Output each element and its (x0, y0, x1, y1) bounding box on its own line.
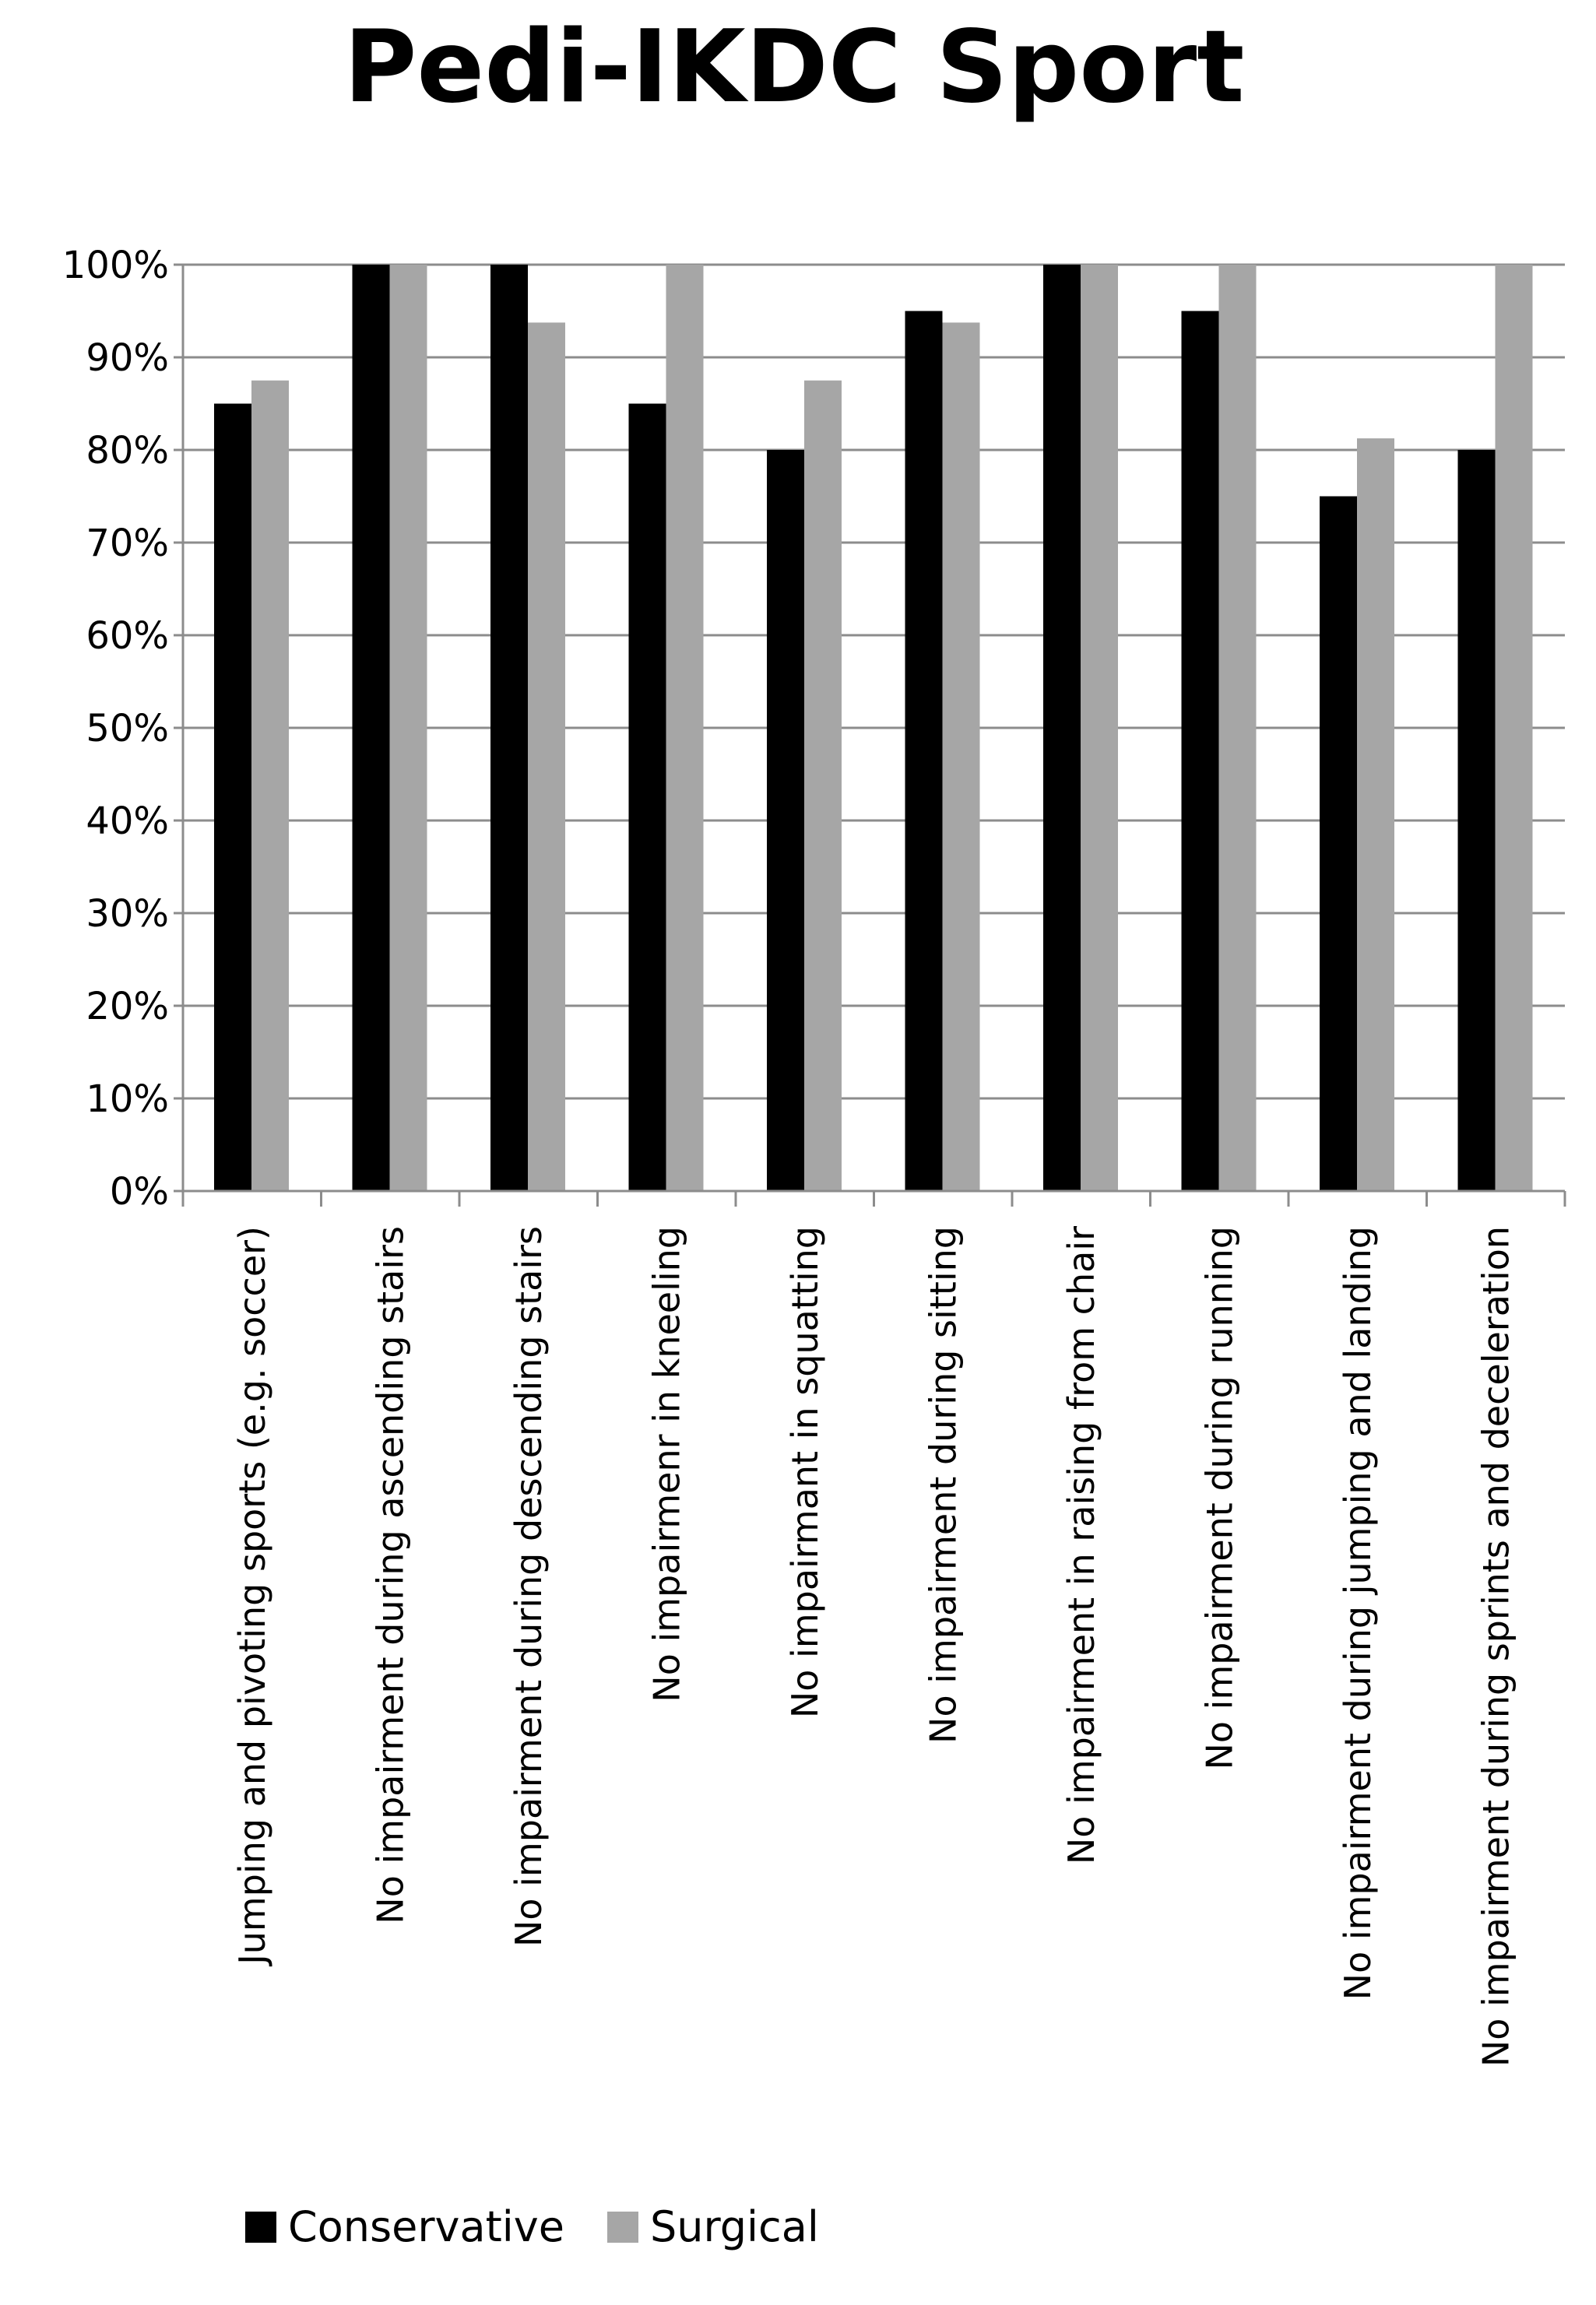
y-tick-label: 90% (86, 336, 169, 380)
y-tick-label: 20% (86, 985, 169, 1028)
bar-surgical (389, 265, 427, 1191)
axis-layer (174, 263, 1566, 1207)
x-category-label: No impairment during jumping and landing (1337, 1226, 1379, 2000)
bar-conservative (767, 450, 804, 1191)
bar-surgical (528, 322, 565, 1191)
bar-conservative (214, 403, 251, 1191)
y-tick-label: 10% (86, 1077, 169, 1121)
bar-conservative (1320, 496, 1357, 1191)
bar-conservative (1043, 265, 1081, 1191)
legend-swatch-conservative (245, 2212, 276, 2243)
y-tick-label: 100% (62, 244, 169, 287)
y-tick-label: 80% (86, 429, 169, 473)
chart-title: Pedi-IKDC Sport (344, 9, 1245, 125)
x-axis-category-labels: Jumping and pivoting sports (e.g. soccer… (231, 1226, 1517, 2067)
bar-surgical (1081, 265, 1118, 1191)
y-axis-ticks: 0% 10% 20% 30% 40% 50% 60% 70% 80% 90% 100% (62, 244, 169, 1214)
x-category-label: No impairment during sprints and deceler… (1475, 1226, 1517, 2067)
bar-surgical (804, 380, 842, 1191)
bar-surgical (942, 322, 980, 1191)
legend-label-surgical: Surgical (650, 2202, 819, 2251)
legend-label-conservative: Conservative (288, 2202, 564, 2251)
y-tick-label: 70% (86, 522, 169, 565)
x-category-label: No impairment during running (1198, 1226, 1240, 1770)
bar-conservative (352, 265, 390, 1191)
x-category-label: No impairment during ascending stairs (369, 1226, 411, 1924)
legend-swatch-surgical (607, 2212, 638, 2243)
bar-surgical (1357, 438, 1394, 1191)
bar-surgical (251, 380, 289, 1191)
x-category-label: No impairment during sitting (922, 1226, 964, 1744)
x-category-label: No impairmant in squatting (784, 1226, 826, 1718)
y-tick-label: 50% (86, 707, 169, 750)
y-tick-label: 0% (110, 1170, 169, 1214)
bar-surgical (1218, 265, 1257, 1191)
x-category-label: No impairment during descending stairs (508, 1226, 550, 1947)
bar-surgical (1495, 265, 1533, 1191)
y-tick-label: 30% (86, 892, 169, 936)
y-tick-label: 60% (86, 614, 169, 658)
bar-conservative (1181, 311, 1219, 1191)
bars-layer (214, 265, 1533, 1191)
bar-surgical (666, 265, 704, 1191)
y-tick-label: 40% (86, 799, 169, 843)
bar-conservative (628, 403, 666, 1191)
x-category-label: No impairment in raising from chair (1060, 1226, 1102, 1864)
x-category-label: No impairmenr in kneeling (645, 1226, 687, 1702)
legend: Conservative Surgical (245, 2202, 819, 2251)
bar-conservative (490, 265, 528, 1191)
bar-conservative (905, 311, 943, 1191)
x-category-label: Jumping and pivoting sports (e.g. soccer… (231, 1226, 273, 1967)
bar-conservative (1457, 450, 1496, 1191)
